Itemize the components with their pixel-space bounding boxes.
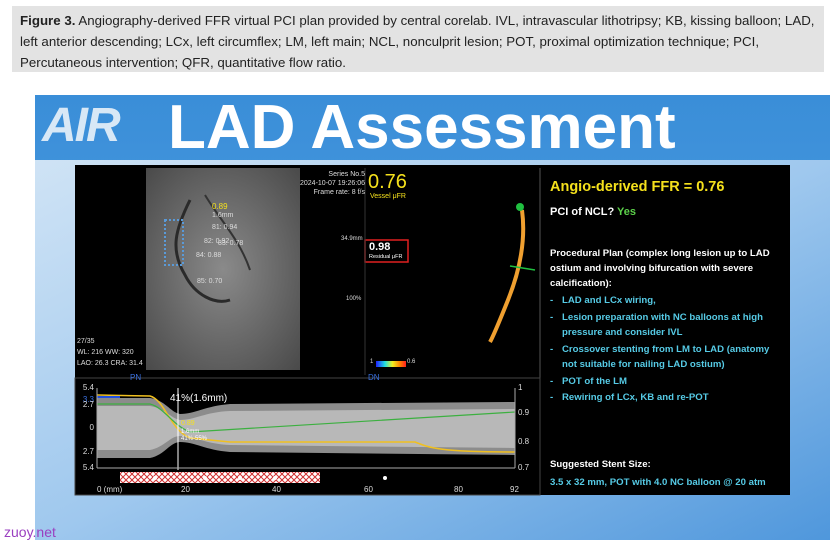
bullet: - (550, 392, 554, 403)
min-ffr: 0.89 (181, 420, 195, 427)
angio-label: 0.89 (212, 202, 228, 211)
plan-step: - POT of the LM (550, 374, 780, 390)
vessel-shadow (174, 199, 231, 303)
watermark: zuoy.net (4, 524, 56, 540)
step-text: LAD and LCx wiring, (562, 295, 656, 306)
caption: Figure 3. Angiography-derived FFR virtua… (12, 6, 824, 72)
diameter-line (97, 403, 516, 433)
stent-bar (120, 472, 320, 483)
left-tick-label: 5.4 (82, 383, 94, 392)
banner-title: LAD Assessment (168, 93, 676, 162)
dot (153, 476, 157, 480)
logo: AIR (42, 99, 121, 152)
marker (516, 203, 524, 211)
stent: 3.5 x 32 mm, POT with 4.0 NC balloon @ 2… (550, 477, 766, 488)
x-tick-label: 92 (510, 485, 519, 494)
caption-text: Angiography-derived FFR virtual PCI plan… (20, 13, 815, 70)
step-text: Crossover stenting from LM to LAD (anato… (562, 343, 770, 371)
question-line: PCI of NCL? Yes (550, 205, 636, 219)
caption-label: Figure 3. (20, 13, 76, 28)
series: Series No.5 (328, 171, 365, 178)
bullet: - (550, 311, 554, 323)
plan-title: Procedural Plan (complex long lesion up … (550, 248, 770, 289)
angio-label: 84: 0.88 (196, 252, 222, 259)
angio-label: 83: 0.78 (218, 240, 244, 247)
plan-step: - Rewiring of LCx, KB and re-POT (550, 390, 780, 406)
angle: LAO: 26.3 CRA: 31.4 (77, 360, 143, 367)
plan-step: - Lesion preparation with NC balloons at … (550, 310, 780, 341)
distal: DN (368, 373, 380, 382)
left-tick-label: 2.7 (82, 447, 94, 456)
angio-label: 82: 0.92 (204, 238, 230, 245)
dot (273, 476, 277, 480)
step-text: POT of the LM (562, 375, 628, 387)
dot (238, 476, 242, 480)
residual-ufr: 0.98 (369, 241, 391, 253)
stent-dots (153, 476, 387, 480)
stent-title: Suggested Stent Size: (550, 459, 651, 470)
vessel-ufr-label: Vessel μFR (370, 193, 406, 200)
ffr-line (96, 394, 516, 453)
left-tick-label: 5.4 (82, 463, 94, 472)
answer: Yes (617, 206, 636, 218)
frame-rate: Frame rate: 8 f/s (313, 189, 365, 196)
left-tick-label: 3.3 (82, 395, 94, 404)
plan-step: - Crossover stenting from LM to LAD (anat… (550, 342, 780, 373)
bullet: - (550, 295, 554, 306)
datetime: 2024-10-07 19:26:06 (300, 180, 365, 187)
x-tick-label: 0 (mm) (97, 485, 123, 494)
plan-step: - LAD and LCx wiring, (550, 293, 780, 309)
dot (203, 476, 207, 480)
step-text: Lesion preparation with NC balloons at h… (562, 311, 763, 339)
right-tick-label: 0.8 (518, 437, 530, 446)
frame: 27/35 (77, 338, 95, 345)
scale-max: 0.6 (407, 359, 416, 365)
color-scale (376, 361, 406, 367)
vessel-profile-inner (97, 406, 515, 450)
headline: Angio-derived FFR = 0.76 (550, 179, 725, 195)
dot (383, 476, 387, 480)
x-tick-label: 80 (454, 485, 463, 494)
proximal: PN (130, 373, 142, 382)
marker (509, 265, 536, 271)
angio-label: 85: 0.70 (197, 278, 223, 285)
left-tick-label: 2.7 (82, 400, 94, 409)
percent: 100% (346, 296, 362, 302)
x-tick-label: 20 (181, 485, 190, 494)
length: 34.9mm (341, 236, 363, 242)
angio-label: 1.6mm (212, 212, 234, 219)
residual-ufr-label: Residual μFR (369, 254, 403, 260)
stenosis: 41%(1.6mm) (170, 393, 228, 404)
scale-min: 1 (370, 359, 374, 365)
x-tick-label: 60 (364, 485, 373, 494)
vessel-ufr: 0.76 (368, 171, 407, 193)
bullet: - (550, 375, 554, 387)
vessel-shadow (204, 194, 251, 271)
stent-overlay (164, 219, 184, 266)
vessel-tree (488, 209, 526, 343)
right-tick-label: 0.9 (518, 408, 530, 417)
left-tick-label: 0 (89, 423, 94, 432)
window: WL: 216 WW: 320 (77, 349, 134, 356)
x-tick-label: 40 (272, 485, 281, 494)
right-tick-label: 0.7 (518, 463, 530, 472)
right-tick-label: 1 (518, 383, 523, 392)
angiogram-image (146, 168, 300, 370)
range: 41%-55% (181, 436, 208, 442)
step-text: Rewiring of LCx, KB and re-POT (562, 392, 709, 403)
plan-steps: - LAD and LCx wiring, - Lesion preparation … (550, 293, 780, 407)
angio-label: 81: 0.94 (212, 224, 238, 231)
min-diameter: 1.6mm (181, 429, 200, 435)
question: PCI of NCL? (550, 206, 615, 218)
bullet: - (550, 343, 554, 355)
